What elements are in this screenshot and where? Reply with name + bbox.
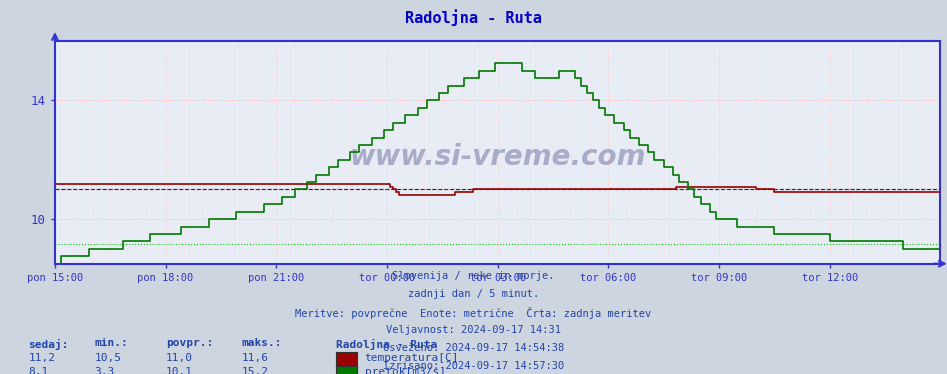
Text: Slovenija / reke in morje.: Slovenija / reke in morje. [392,271,555,281]
Text: 3,3: 3,3 [95,367,115,374]
Text: 15,2: 15,2 [241,367,269,374]
Text: maks.:: maks.: [241,338,282,349]
Text: 11,0: 11,0 [166,353,193,364]
Text: povpr.:: povpr.: [166,338,213,349]
Text: sedaj:: sedaj: [28,338,69,349]
Text: min.:: min.: [95,338,129,349]
Text: 8,1: 8,1 [28,367,48,374]
Text: Veljavnost: 2024-09-17 14:31: Veljavnost: 2024-09-17 14:31 [386,325,561,335]
Text: zadnji dan / 5 minut.: zadnji dan / 5 minut. [408,289,539,299]
Text: pretok[m3/s]: pretok[m3/s] [365,367,446,374]
Text: temperatura[C]: temperatura[C] [365,353,459,364]
Text: Meritve: povprečne  Enote: metrične  Črta: zadnja meritev: Meritve: povprečne Enote: metrične Črta:… [295,307,652,319]
Text: Izrisano: 2024-09-17 14:57:30: Izrisano: 2024-09-17 14:57:30 [383,361,564,371]
Text: 11,6: 11,6 [241,353,269,364]
Text: Radoljna - Ruta: Radoljna - Ruta [336,338,438,349]
Text: Radoljna - Ruta: Radoljna - Ruta [405,9,542,26]
Text: 11,2: 11,2 [28,353,56,364]
Text: 10,5: 10,5 [95,353,122,364]
Text: www.si-vreme.com: www.si-vreme.com [349,143,646,171]
Text: 10,1: 10,1 [166,367,193,374]
Text: Osveženo: 2024-09-17 14:54:38: Osveženo: 2024-09-17 14:54:38 [383,343,564,353]
